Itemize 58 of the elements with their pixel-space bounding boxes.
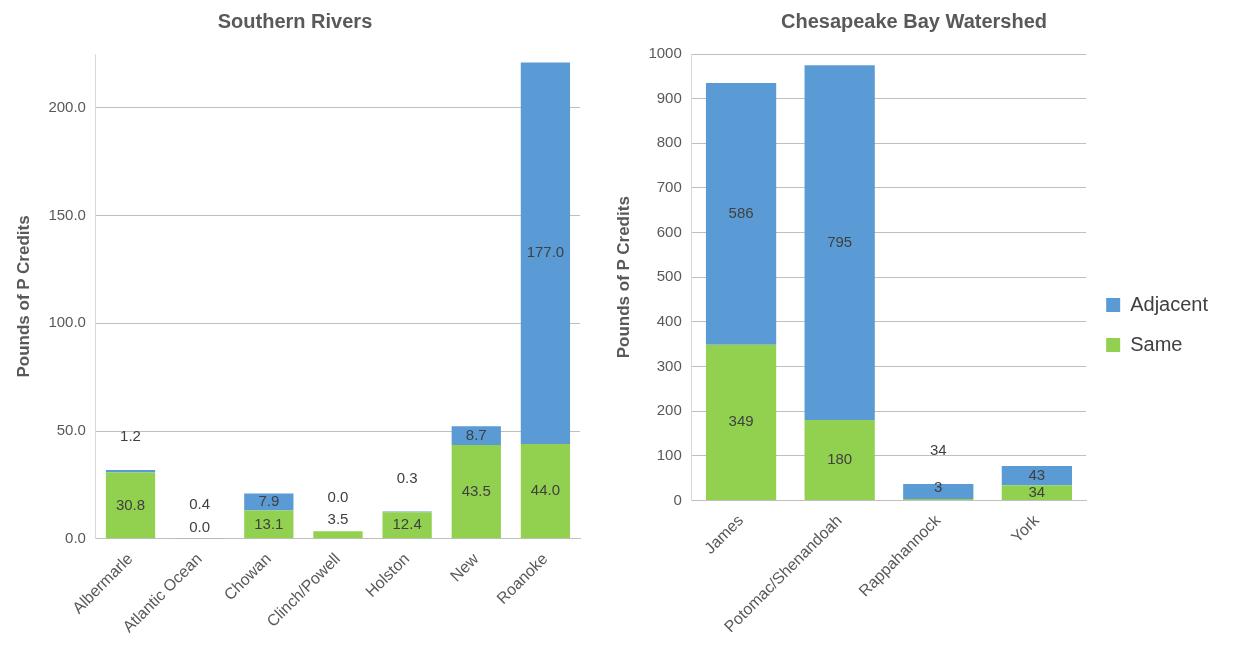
bar	[313, 531, 363, 539]
data-label: 8.7	[465, 425, 487, 443]
bar	[451, 426, 501, 446]
data-label: 0.0	[327, 488, 349, 506]
y-tick-label: 50.0	[56, 421, 86, 439]
data-label: 7.9	[258, 492, 280, 510]
bar	[382, 512, 432, 539]
y-axis-title: Pounds of P Credits	[613, 196, 633, 359]
data-label: 586	[728, 203, 754, 221]
data-label: 180	[827, 450, 853, 468]
data-label: 795	[827, 232, 853, 250]
y-tick-label: 700	[656, 178, 682, 196]
bar	[804, 65, 875, 421]
data-label: 349	[728, 412, 754, 430]
data-label: 0.3	[396, 468, 418, 486]
data-label: 44.0	[530, 481, 561, 499]
bar	[1001, 485, 1072, 500]
data-label: 34	[929, 441, 947, 459]
bar	[705, 83, 777, 345]
data-label: 177.0	[526, 243, 565, 261]
bar	[520, 62, 571, 445]
bar	[451, 445, 501, 539]
y-tick-label: 150.0	[48, 205, 86, 223]
data-label: 0.4	[189, 495, 211, 513]
legend-label: Same	[1130, 332, 1183, 355]
y-axis-title: Pounds of P Credits	[13, 215, 33, 378]
y-tick-label: 400	[656, 312, 682, 330]
y-tick-label: 100.0	[48, 313, 86, 331]
data-label: 43	[1028, 465, 1046, 483]
y-tick-label: 1000	[648, 44, 682, 62]
bar	[903, 483, 974, 500]
y-tick-label: 900	[656, 88, 682, 106]
data-label: 34	[1028, 482, 1046, 500]
y-tick-label: 200	[656, 401, 682, 419]
y-tick-label: 200.0	[48, 98, 86, 116]
bar	[105, 472, 156, 539]
y-tick-label: 0	[673, 490, 682, 508]
y-tick-label: 300	[656, 356, 682, 374]
x-tick-label: York	[1007, 510, 1043, 546]
y-tick-label: 100	[656, 445, 682, 463]
bar	[520, 444, 571, 539]
legend-label: Adjacent	[1130, 292, 1209, 315]
chart-title: Southern Rivers	[217, 9, 373, 32]
data-label: 13.1	[254, 514, 284, 532]
y-tick-label: 0.0	[65, 528, 86, 546]
data-label: 0.0	[189, 517, 211, 535]
y-tick-label: 600	[656, 222, 682, 240]
data-label: 30.8	[115, 495, 146, 513]
y-tick-label: 800	[656, 133, 682, 151]
data-label: 3.5	[327, 510, 349, 528]
bar	[705, 344, 777, 500]
y-tick-label: 500	[656, 267, 682, 285]
data-label: 43.5	[461, 481, 491, 499]
bar	[804, 420, 875, 500]
bar	[1001, 466, 1072, 486]
data-label: 12.4	[392, 515, 422, 533]
data-label: 1.2	[120, 427, 141, 445]
chart-title: Chesapeake Bay Watershed	[780, 9, 1048, 32]
